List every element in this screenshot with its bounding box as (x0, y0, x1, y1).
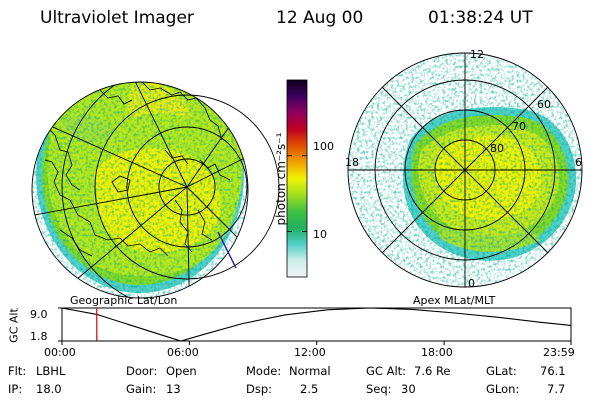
gain-label: Gain: (126, 382, 157, 396)
gc-alt-frame (61, 307, 572, 342)
mlat-label-70: 70 (512, 120, 526, 133)
door-value: Open (166, 364, 197, 378)
gc-alt-xtick-12: 12:00 (294, 346, 326, 359)
gain-value: 13 (166, 382, 181, 396)
glon-label: GLon: (486, 382, 520, 396)
geo-lat-60 (94, 94, 280, 280)
gc-alt-info-value: 7.6 Re (414, 364, 451, 378)
colorbar-fill (286, 79, 308, 278)
gc-alt-xtick-0: 00:00 (44, 346, 76, 359)
mlt-label-12: 12 (470, 48, 484, 61)
glon-value: 7.7 (547, 382, 566, 396)
gc-alt-ylabel: GC Alt (7, 308, 21, 343)
gc-alt-xticks (61, 341, 572, 345)
mag-meridian-diag-2 (381, 86, 549, 254)
instrument-title: Ultraviolet Imager (40, 8, 194, 28)
gc-alt-ytick-9: 9.0 (30, 308, 48, 321)
gc-alt-ytick-1.8: 1.8 (30, 330, 48, 343)
dsp-value: 2.5 (300, 382, 319, 396)
mlat-label-60: 60 (537, 98, 551, 111)
mode-value: Normal (289, 364, 331, 378)
geo-horizon (31, 81, 249, 299)
geo-auroral-image (32, 82, 248, 298)
date-label: 12 Aug 00 (276, 8, 364, 28)
mag-grid (347, 52, 583, 288)
mlat-label-80: 80 (490, 142, 504, 155)
mag-map-caption: Apex MLat/MLT (413, 294, 496, 307)
ip-label: IP: (8, 382, 23, 396)
gc-alt-xtick-2359: 23:59 (543, 346, 575, 359)
filter-label: Flt: (8, 364, 27, 378)
mode-label: Mode: (246, 364, 282, 378)
gc-alt-info-label: GC Alt: (366, 364, 407, 378)
geo-lat-70 (126, 126, 248, 248)
colorbar-label: photon cm⁻²s⁻¹ (274, 132, 288, 226)
geo-lat-50 (61, 82, 248, 298)
mlt-label-18: 18 (345, 156, 359, 169)
mag-map (347, 52, 583, 288)
mlt-label-6: 6 (575, 156, 582, 169)
seq-value: 30 (401, 382, 416, 396)
colorbar-ticks (287, 155, 307, 232)
geo-lat-80 (158, 158, 216, 216)
gc-alt-xtick-6: 06:00 (167, 346, 199, 359)
gc-alt-xtick-18: 18:00 (421, 346, 453, 359)
mlt-label-0: 0 (468, 277, 475, 290)
glat-value: 76.1 (540, 364, 566, 378)
ip-value: 18.0 (36, 382, 62, 396)
colorbar-tick-10: 10 (313, 228, 327, 241)
geo-map (31, 81, 280, 299)
door-label: Door: (126, 364, 158, 378)
colorbar-tick-100: 100 (313, 140, 334, 153)
seq-label: Seq: (366, 382, 392, 396)
dsp-label: Dsp: (246, 382, 273, 396)
time-label: 01:38:24 UT (428, 8, 533, 28)
terminator-line (217, 231, 237, 269)
glat-label: GLat: (486, 364, 517, 378)
filter-value: LBHL (36, 364, 66, 378)
gc-alt-yticks (58, 307, 62, 342)
orbit-altitude-curve (61, 307, 572, 342)
colorbar (286, 79, 308, 278)
geo-map-caption: Geographic Lat/Lon (70, 294, 178, 307)
gc-alt-plot (58, 307, 572, 345)
